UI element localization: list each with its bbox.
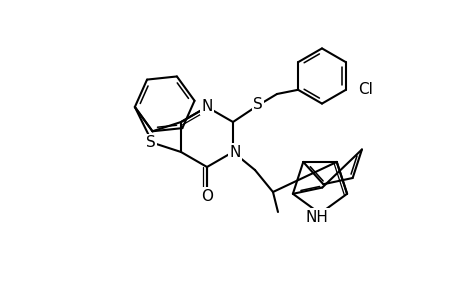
Text: S: S	[146, 135, 155, 150]
Text: N: N	[229, 145, 240, 160]
Text: Cl: Cl	[357, 82, 372, 97]
Text: S: S	[252, 97, 262, 112]
Text: NH: NH	[305, 210, 328, 225]
Text: N: N	[201, 98, 212, 113]
Text: O: O	[201, 189, 213, 204]
